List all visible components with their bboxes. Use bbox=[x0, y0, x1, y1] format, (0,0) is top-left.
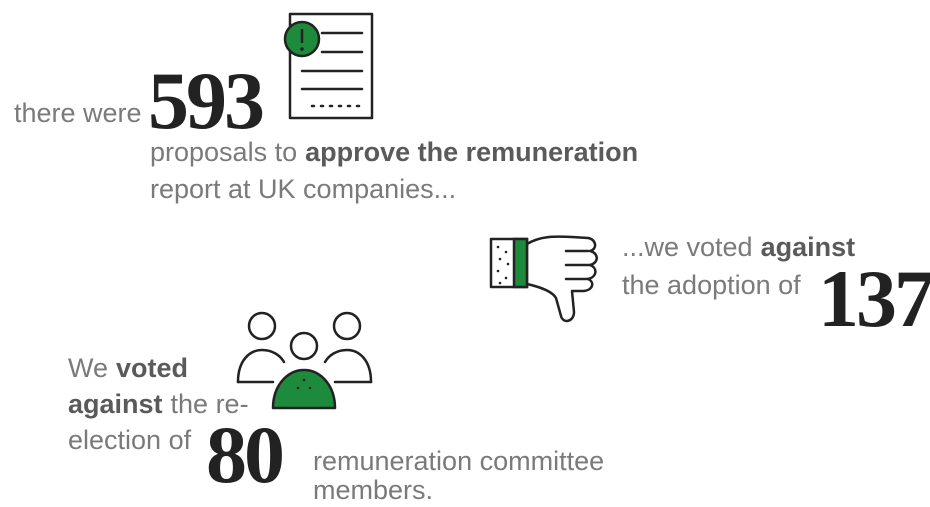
big-number: 137 bbox=[818, 253, 930, 344]
plain-text: We bbox=[68, 353, 108, 383]
big-number: 80 bbox=[206, 409, 282, 500]
text-line: proposals to approve the remuneration bbox=[150, 137, 638, 167]
text-line: members. bbox=[313, 475, 433, 505]
plain-text: ...we voted bbox=[622, 232, 753, 262]
plain-text: the re- bbox=[171, 389, 249, 419]
bold-text: against bbox=[761, 232, 856, 262]
bold-text: against bbox=[68, 389, 163, 419]
text-line: report at UK companies... bbox=[150, 174, 456, 204]
bold-text: approve the remuneration bbox=[305, 137, 638, 167]
text-line: election of bbox=[68, 425, 192, 455]
text-line: ...we voted against bbox=[622, 232, 855, 262]
text-line: against the re- bbox=[68, 389, 249, 419]
thumbs-down-icon bbox=[489, 235, 598, 323]
bold-text: voted bbox=[116, 353, 188, 383]
document-icon bbox=[283, 12, 374, 120]
big-number: 593 bbox=[148, 55, 263, 146]
text-line: We voted bbox=[68, 353, 188, 383]
people-icon bbox=[236, 311, 373, 410]
text-line: remuneration committee bbox=[313, 446, 604, 476]
lead-text: there were bbox=[14, 98, 142, 128]
plain-text: proposals to bbox=[150, 137, 297, 167]
text-line: the adoption of bbox=[622, 270, 801, 300]
